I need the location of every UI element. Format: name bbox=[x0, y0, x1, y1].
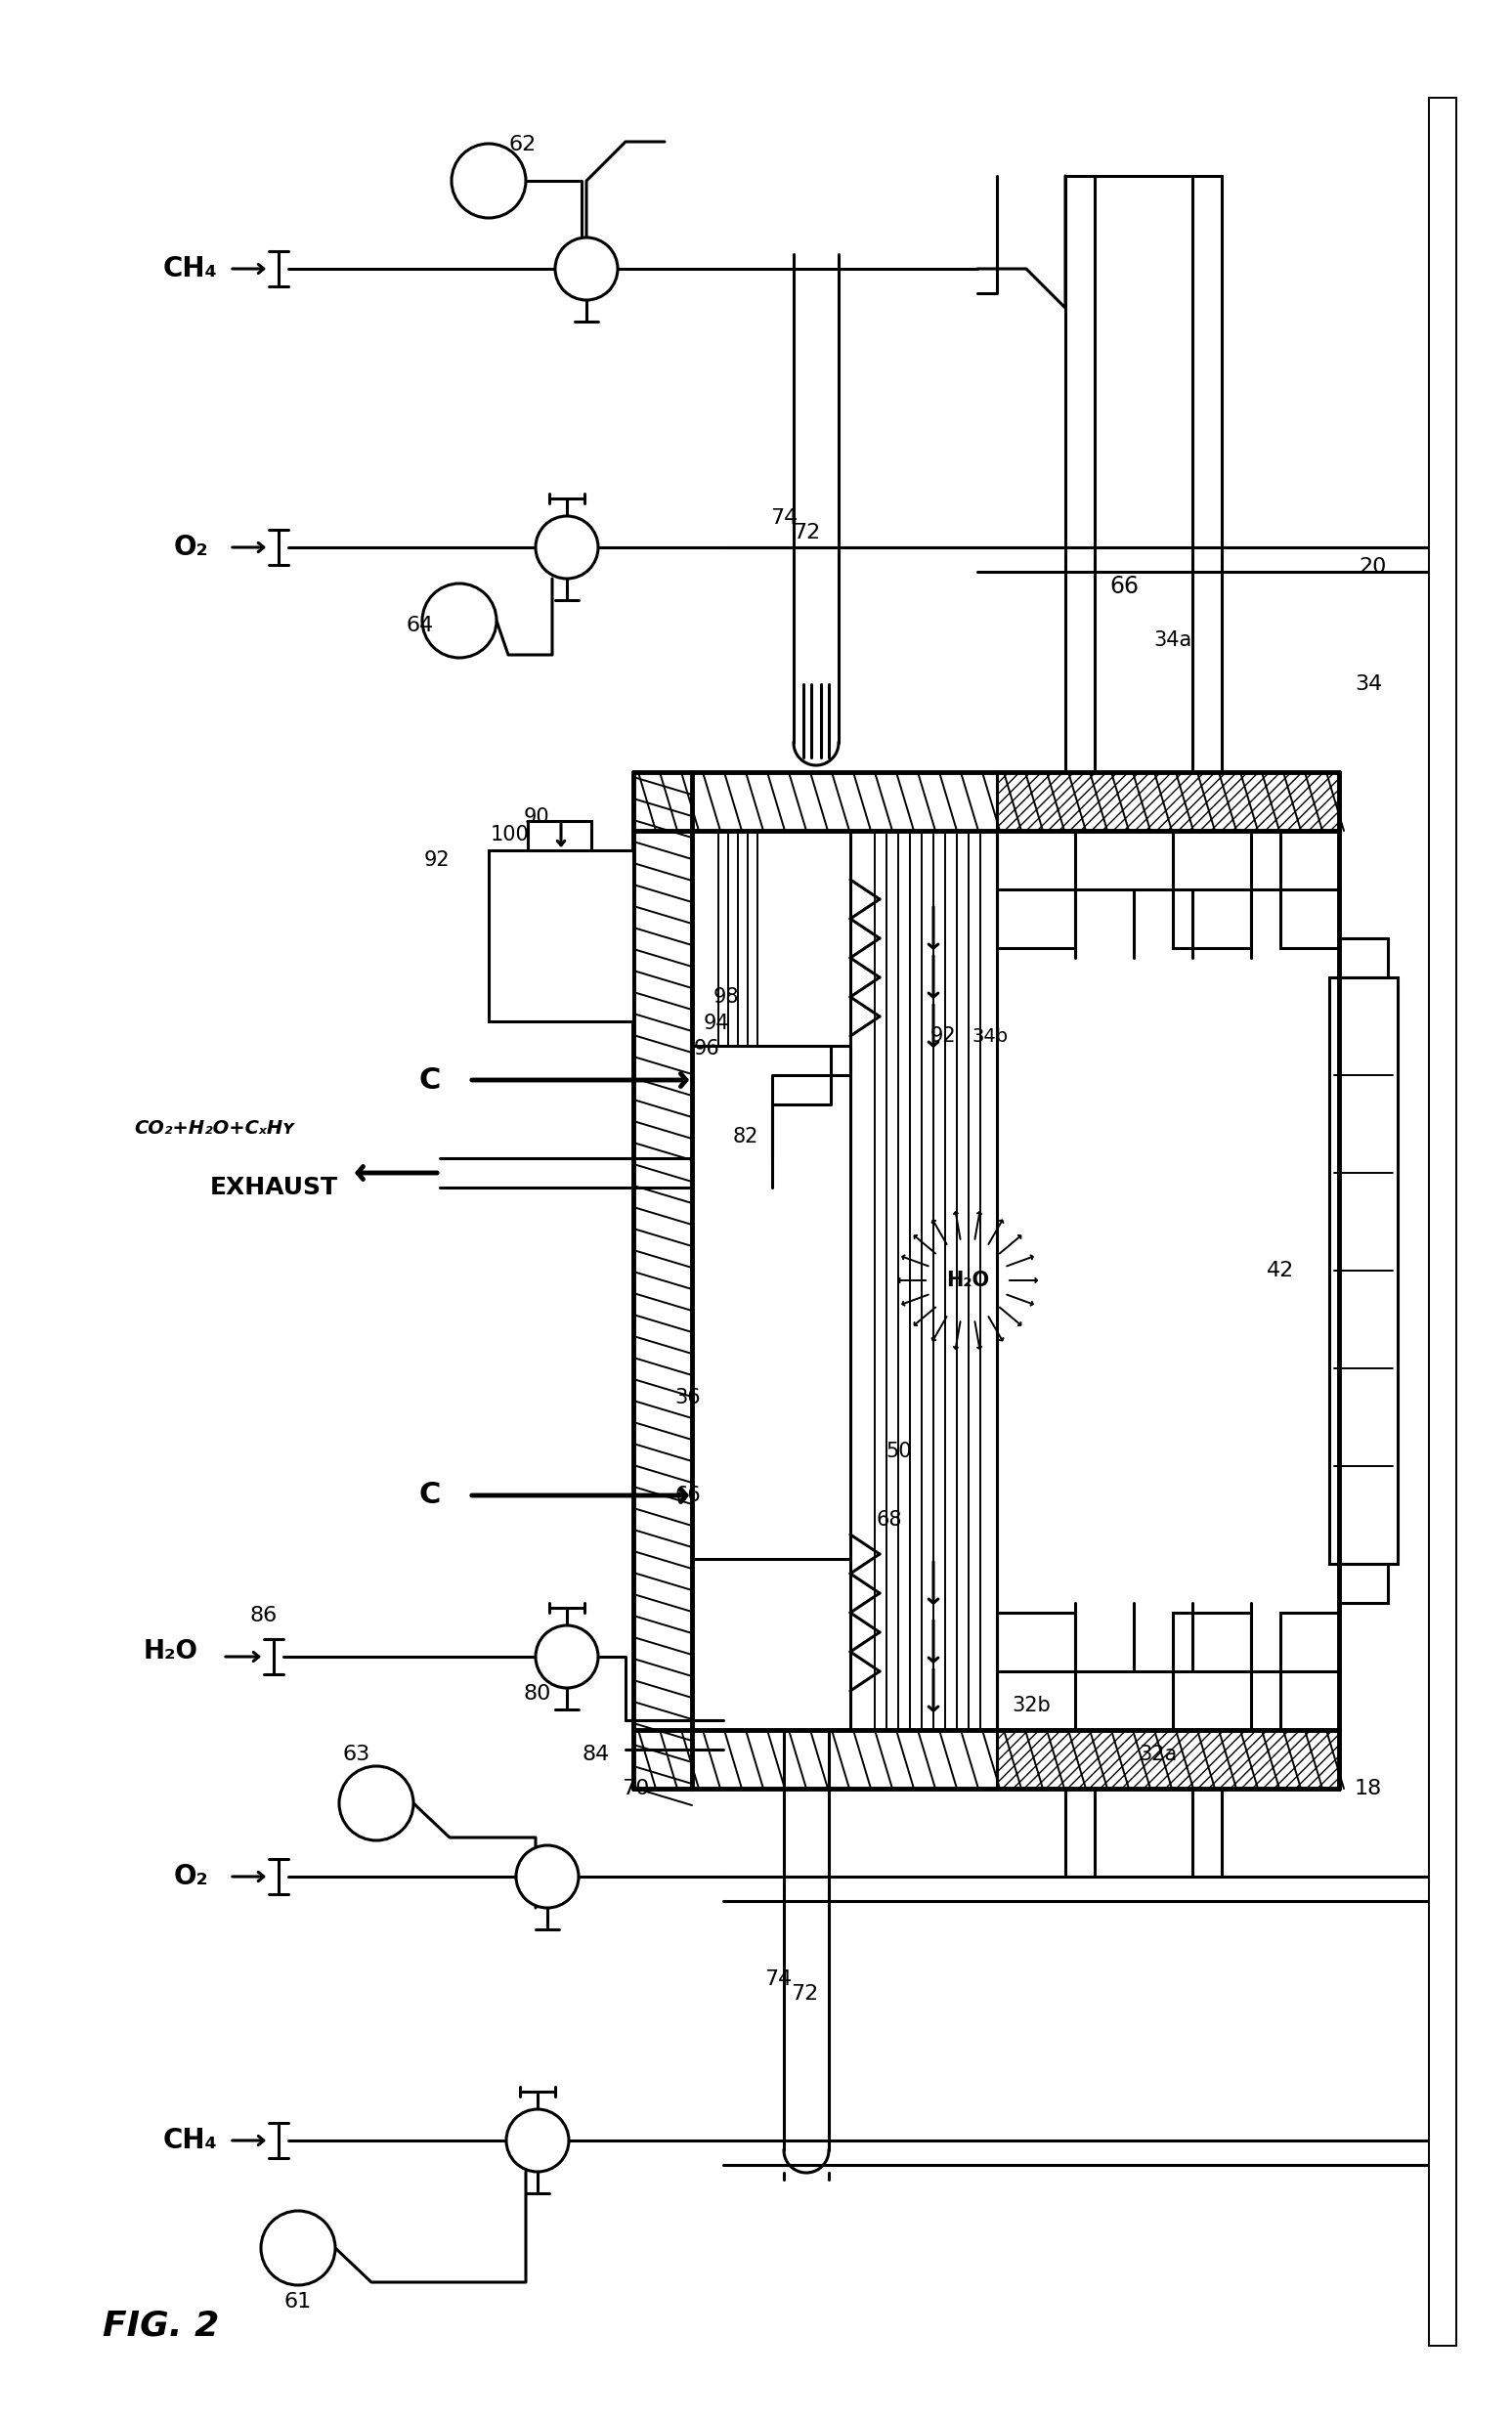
Text: CO₂+H₂O+CₓHʏ: CO₂+H₂O+CₓHʏ bbox=[133, 1119, 296, 1138]
Text: 32a: 32a bbox=[1139, 1746, 1178, 1765]
Text: 66: 66 bbox=[674, 1486, 700, 1506]
Bar bbox=[996, 1612, 1075, 1731]
Circle shape bbox=[535, 516, 599, 579]
Text: FIG. 2: FIG. 2 bbox=[103, 2310, 219, 2344]
Text: 74: 74 bbox=[764, 1968, 792, 1990]
Circle shape bbox=[422, 583, 496, 659]
Text: 42: 42 bbox=[1267, 1261, 1294, 1281]
Text: CH₄: CH₄ bbox=[163, 2126, 218, 2155]
Circle shape bbox=[452, 143, 526, 218]
Text: 82: 82 bbox=[733, 1126, 759, 1148]
Text: 92: 92 bbox=[423, 850, 449, 869]
Text: 62: 62 bbox=[510, 136, 537, 155]
Text: 74: 74 bbox=[770, 508, 798, 528]
Text: CH₄: CH₄ bbox=[163, 254, 218, 283]
Circle shape bbox=[516, 1845, 579, 1908]
Bar bbox=[996, 1731, 1340, 1789]
Text: 94: 94 bbox=[703, 1014, 730, 1034]
Text: 34b: 34b bbox=[972, 1027, 1009, 1046]
Bar bbox=[1281, 830, 1340, 949]
Bar bbox=[996, 830, 1075, 949]
Bar bbox=[1329, 978, 1397, 1564]
Text: 34a: 34a bbox=[1154, 629, 1191, 649]
Circle shape bbox=[339, 1767, 413, 1840]
Text: C: C bbox=[419, 1065, 442, 1094]
Text: 50: 50 bbox=[886, 1440, 912, 1462]
Bar bbox=[1340, 1564, 1388, 1603]
Text: 84: 84 bbox=[582, 1746, 609, 1765]
Text: 86: 86 bbox=[249, 1605, 278, 1624]
Text: 64: 64 bbox=[407, 615, 434, 634]
Text: 100: 100 bbox=[490, 826, 529, 845]
Bar bbox=[1340, 939, 1388, 978]
Text: EXHAUST: EXHAUST bbox=[210, 1177, 337, 1198]
Text: 90: 90 bbox=[523, 806, 550, 828]
Text: 68: 68 bbox=[877, 1511, 903, 1530]
Bar bbox=[996, 772, 1340, 830]
Text: 34: 34 bbox=[1355, 675, 1382, 695]
Text: 61: 61 bbox=[284, 2293, 311, 2312]
Text: 98: 98 bbox=[714, 988, 739, 1007]
Text: 18: 18 bbox=[1355, 1779, 1382, 1799]
Text: 80: 80 bbox=[523, 1685, 552, 1704]
Text: O₂: O₂ bbox=[174, 533, 209, 562]
Text: 66: 66 bbox=[1110, 574, 1139, 598]
Text: 72: 72 bbox=[791, 1985, 818, 2005]
Text: H₂O: H₂O bbox=[947, 1271, 989, 1290]
Circle shape bbox=[555, 237, 618, 300]
Bar bbox=[1281, 1612, 1340, 1731]
Circle shape bbox=[535, 1624, 599, 1687]
Bar bbox=[528, 821, 591, 850]
Text: 92: 92 bbox=[930, 1027, 956, 1046]
Text: 96: 96 bbox=[694, 1039, 720, 1058]
Text: 36: 36 bbox=[674, 1387, 700, 1407]
Circle shape bbox=[262, 2210, 336, 2285]
Bar bbox=[488, 850, 634, 1022]
Text: O₂: O₂ bbox=[174, 1862, 209, 1891]
Text: C: C bbox=[419, 1482, 442, 1511]
Text: 20: 20 bbox=[1359, 557, 1387, 576]
Text: 63: 63 bbox=[343, 1746, 370, 1765]
Text: H₂O: H₂O bbox=[144, 1639, 198, 1666]
Bar bbox=[1173, 830, 1250, 949]
Text: 32b: 32b bbox=[1012, 1695, 1051, 1716]
Text: 72: 72 bbox=[792, 523, 820, 542]
Text: 70: 70 bbox=[621, 1779, 649, 1799]
Bar bbox=[1173, 1612, 1250, 1731]
Circle shape bbox=[507, 2109, 569, 2172]
